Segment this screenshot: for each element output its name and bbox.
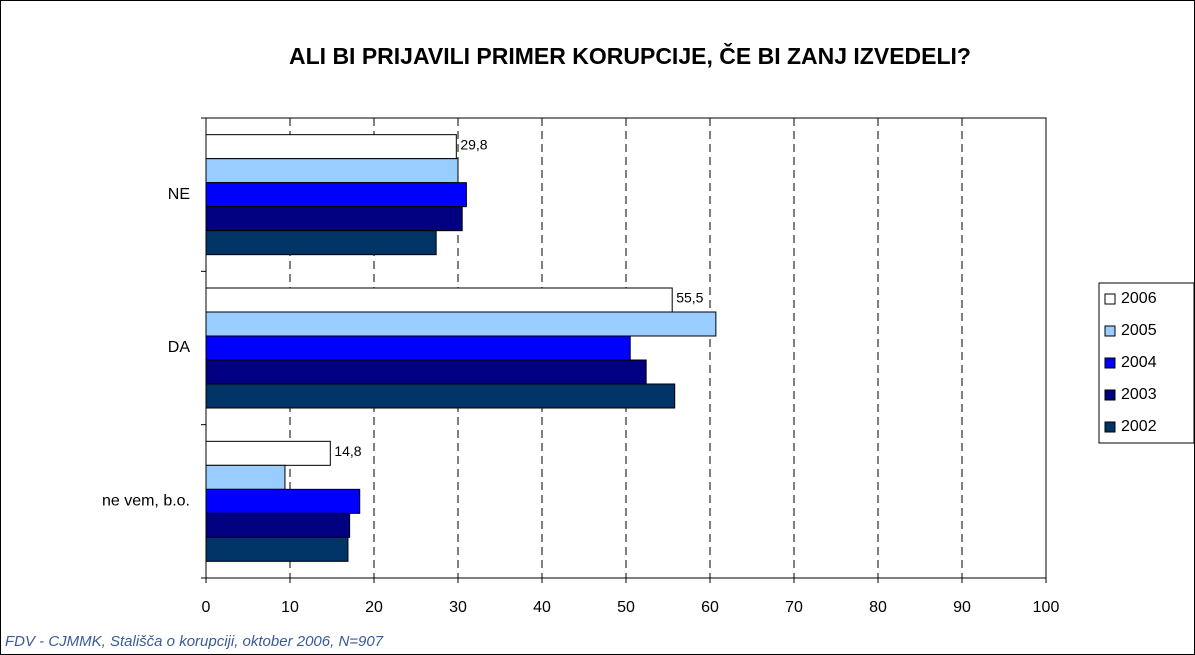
legend-swatch xyxy=(1104,357,1116,369)
bar xyxy=(205,206,463,232)
x-tick-label: 40 xyxy=(533,599,551,616)
x-tick-label: 20 xyxy=(365,599,383,616)
bar xyxy=(205,230,437,256)
bar xyxy=(205,536,349,562)
x-tick-label: 30 xyxy=(449,599,467,616)
x-tick-label: 70 xyxy=(785,599,803,616)
bar xyxy=(205,311,717,337)
y-tick-label: DA xyxy=(168,339,191,356)
bar xyxy=(205,359,647,385)
y-tick-label: NE xyxy=(168,186,190,203)
chart-title: ALI BI PRIJAVILI PRIMER KORUPCIJE, ČE BI… xyxy=(289,42,971,69)
bar xyxy=(205,488,361,514)
x-tick-label: 100 xyxy=(1033,599,1060,616)
bar xyxy=(205,383,676,409)
x-tick-label: 50 xyxy=(617,599,635,616)
x-tick-label: 90 xyxy=(953,599,971,616)
value-label: 14,8 xyxy=(334,443,361,459)
value-label: 29,8 xyxy=(460,136,487,152)
footnote: FDV - CJMMK, Stališča o korupciji, oktob… xyxy=(5,633,384,650)
bar xyxy=(205,464,286,490)
bar xyxy=(205,134,457,160)
x-tick-label: 60 xyxy=(701,599,719,616)
legend-label: 2002 xyxy=(1121,418,1157,435)
bar xyxy=(205,440,331,466)
legend-label: 2004 xyxy=(1121,354,1157,371)
bar xyxy=(205,335,631,361)
bar xyxy=(205,512,351,538)
x-tick-label: 0 xyxy=(202,599,211,616)
legend-label: 2005 xyxy=(1121,322,1157,339)
legend-swatch xyxy=(1104,421,1116,433)
legend-swatch xyxy=(1104,293,1116,305)
legend-label: 2006 xyxy=(1121,290,1157,307)
value-label: 55,5 xyxy=(676,290,703,306)
y-tick-label: ne vem, b.o. xyxy=(102,493,190,510)
bar xyxy=(205,182,467,208)
bar xyxy=(205,287,673,313)
legend-swatch xyxy=(1104,325,1116,337)
legend-label: 2003 xyxy=(1121,386,1157,403)
bar xyxy=(205,158,459,184)
x-tick-label: 80 xyxy=(869,599,887,616)
legend-swatch xyxy=(1104,389,1116,401)
x-tick-label: 10 xyxy=(281,599,299,616)
